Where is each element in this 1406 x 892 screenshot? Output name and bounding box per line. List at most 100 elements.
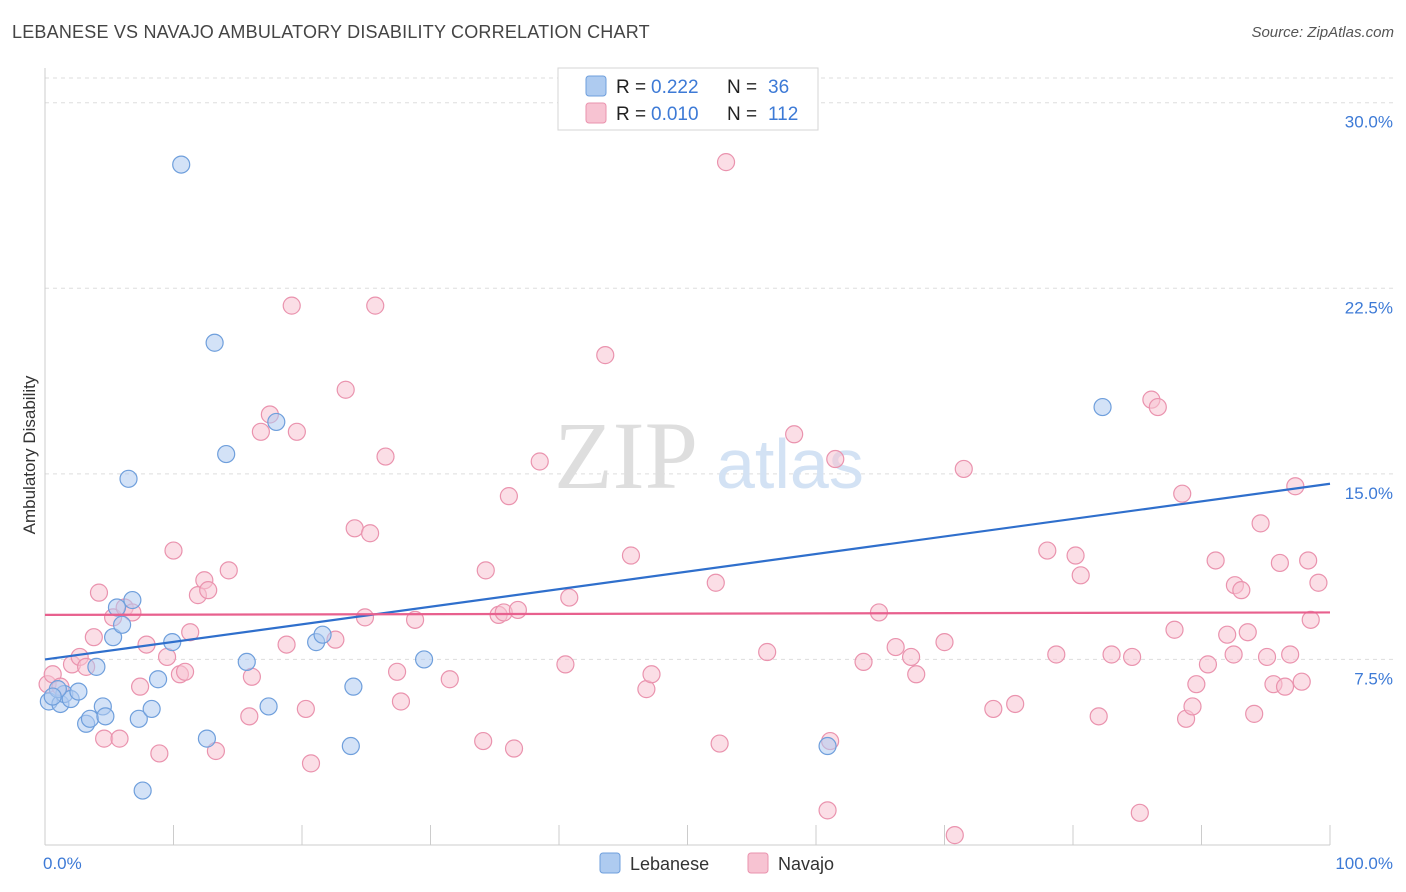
navajo-point [716,153,736,172]
watermark: ZIP atlas [554,402,864,509]
navajo-point [642,665,661,684]
navajo-point [1218,625,1237,644]
legend-bottom: Lebanese Navajo [599,852,834,874]
lebanese-point [344,677,363,696]
navajo-point [1187,675,1206,694]
lebanese-point [123,590,142,610]
lebanese-point [119,469,138,488]
navajo-point [954,459,973,479]
navajo-point [366,296,385,315]
lebanese-point [267,412,286,432]
lebanese-point [172,155,191,174]
lebanese-point [69,682,88,701]
navajo-point [984,699,1003,719]
lebanese-point [133,781,152,800]
legend-label-navajo: Navajo [778,854,834,874]
navajo-point [219,561,238,580]
navajo-point [504,739,524,758]
navajo-point [1281,645,1300,664]
navajo-point [1130,803,1149,822]
navajo-point [150,744,169,763]
legend-stats-n-value: 36 [768,77,789,98]
lebanese-point [148,670,168,689]
navajo-point [758,642,777,662]
lebanese-point [104,628,123,647]
navajo-point [1232,581,1251,600]
navajo-point [1299,551,1318,570]
navajo-point [240,707,259,726]
x-tick-label-min: 0.0% [43,854,82,873]
lebanese-point [341,736,360,756]
navajo-point [1301,610,1320,629]
legend-stats-n-label: N = [727,104,757,125]
navajo-point [710,734,729,753]
navajo-point [296,699,315,719]
navajo-point [818,801,837,820]
legend-label-lebanese: Lebanese [630,854,709,874]
navajo-point [560,588,579,607]
lebanese-points [39,155,1112,800]
gridlines: 7.5% 15.0% 22.5% 30.0% [45,77,1393,688]
lebanese-point [87,657,106,676]
navajo-point [1198,655,1218,674]
navajo-point [499,487,518,506]
legend-stats: R = 0.222 N = 36 R = 0.010 N = 112 [557,67,819,131]
lebanese-point [43,687,62,706]
y-tick-label: 7.5% [1354,669,1393,688]
navajo-point [1309,573,1328,592]
navajo-point [1206,551,1225,570]
navajo-point [1047,645,1066,664]
lebanese-point [217,444,236,464]
lebanese-trend-line [44,482,1331,661]
navajo-point [181,623,200,642]
navajo-point [89,583,109,602]
navajo-trend-line [44,611,1331,617]
navajo-point [508,600,527,620]
navajo-point [391,692,411,711]
y-tick-label: 15.0% [1345,484,1393,503]
navajo-point [1066,546,1085,565]
y-tick-label: 30.0% [1345,113,1393,132]
navajo-point [596,346,615,365]
navajo-point [301,754,321,773]
lebanese-point [80,709,100,728]
navajo-point [945,826,964,845]
navajo-point [84,628,103,647]
navajo-point [1123,647,1142,667]
navajo-point [282,296,301,315]
navajo-point [1292,672,1311,691]
navajo-point [556,655,575,674]
chart-title: LEBANESE VS NAVAJO AMBULATORY DISABILITY… [12,22,650,42]
navajo-point [1173,484,1192,503]
navajo-point [785,425,804,444]
navajo-point [474,731,493,751]
navajo-point [530,452,549,471]
chart-source: Source: ZipAtlas.com [1251,24,1394,41]
legend-stats-swatch [585,75,607,97]
navajo-point [199,581,218,600]
lebanese-point [142,699,161,719]
legend-stats-r-value: 0.010 [651,104,699,125]
navajo-point [1089,707,1108,726]
lebanese-point [414,650,434,669]
legend-stats-r-value: 0.222 [651,77,699,98]
navajo-point [1102,645,1121,664]
lebanese-point [112,615,132,634]
navajo-point [907,665,926,684]
lebanese-point [237,652,256,672]
y-tick-label: 22.5% [1345,298,1393,317]
navajo-point [1071,566,1090,585]
legend-stats-n-value: 112 [768,104,798,125]
legend-stats-r-label: R = [616,104,646,125]
trend-lines [44,482,1331,661]
lebanese-point [107,598,127,617]
lebanese-point [96,707,115,726]
navajo-point [387,662,407,681]
legend-stats-swatch [585,102,607,124]
legend-stats-n-label: N = [727,77,757,98]
navajo-points [38,153,1328,845]
navajo-point [175,662,195,681]
navajo-point [1006,694,1025,714]
lebanese-point [313,625,332,644]
navajo-point [826,449,845,469]
